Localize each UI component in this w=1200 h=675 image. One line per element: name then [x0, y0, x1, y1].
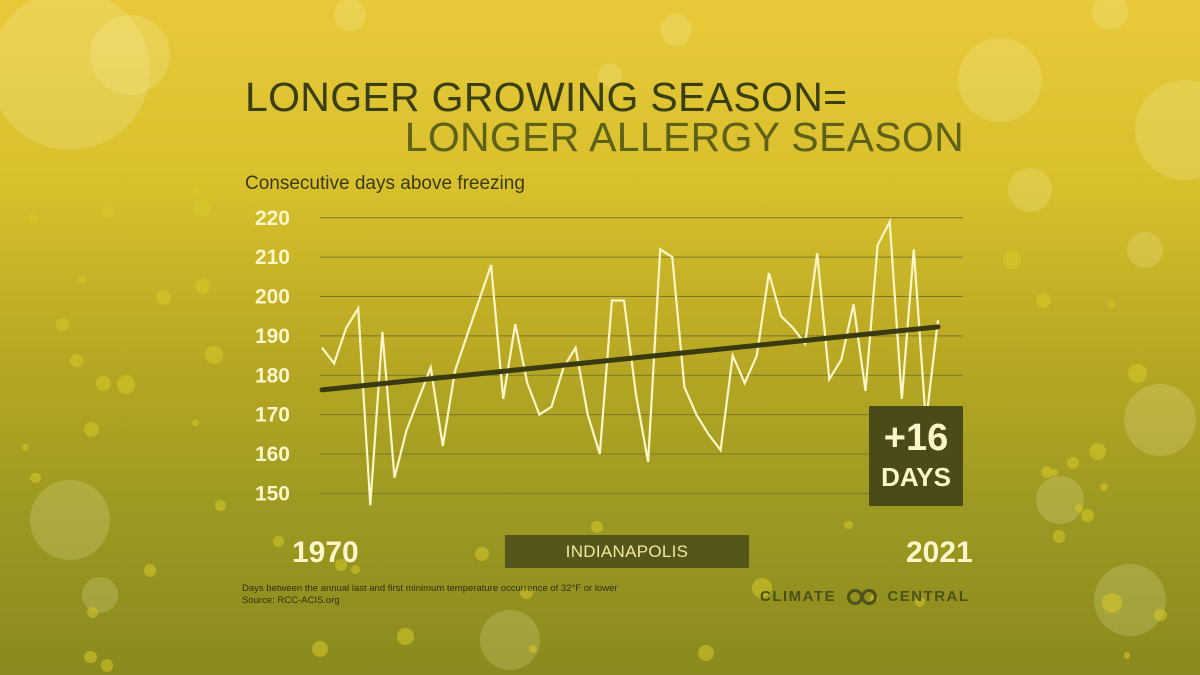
flower-dot: [192, 419, 200, 427]
x-axis-start-label: 1970: [292, 536, 359, 569]
bokeh-light: [1036, 476, 1084, 524]
flower-dot: [529, 644, 537, 653]
title-line-1: LONGER GROWING SEASON=: [245, 74, 848, 120]
chart-subtitle: Consecutive days above freezing: [245, 173, 525, 194]
flower-dot: [78, 275, 86, 284]
flower-dot: [102, 206, 115, 220]
logo-text-right: CENTRAL: [887, 588, 970, 605]
bokeh-light: [958, 38, 1042, 122]
flower-dot: [27, 213, 39, 225]
logo-icon: [846, 589, 877, 606]
flower-dot: [1128, 364, 1147, 383]
bokeh-light: [82, 577, 118, 613]
y-tick-label-150: 150: [255, 482, 290, 505]
flower-dot: [96, 376, 111, 391]
flower-dot: [1107, 300, 1116, 309]
series-layer: [321, 217, 940, 506]
flower-dot: [915, 597, 925, 607]
footnote: Days between the annual last and first m…: [242, 583, 618, 607]
bokeh-light: [598, 63, 622, 87]
flower-dot: [87, 607, 99, 619]
flower-dot: [101, 659, 114, 672]
climate-central-logo: CLIMATE CENTRAL: [760, 588, 970, 606]
flower-dot: [1123, 652, 1131, 659]
bokeh-light: [334, 0, 366, 31]
bokeh-light: [1127, 232, 1163, 268]
flower-dot: [752, 578, 773, 599]
flower-dot: [1035, 292, 1052, 308]
flower-dot: [155, 289, 171, 305]
location-label: INDIANAPOLIS: [505, 535, 749, 568]
flower-dot: [1040, 465, 1053, 479]
flower-dot: [21, 444, 29, 452]
flower-dot: [520, 585, 534, 599]
flower-dot: [30, 473, 41, 484]
flower-dot: [143, 564, 157, 578]
y-axis-ticks: 150 160 170 180 190 200 210 220: [255, 207, 290, 506]
trend-line: [319, 324, 941, 393]
trend-layer: [319, 324, 941, 393]
flower-dot: [116, 375, 136, 394]
callout-value: +16: [883, 417, 949, 459]
x-axis-end-label: 2021: [906, 536, 973, 569]
flower-dot: [205, 346, 223, 364]
bokeh-light: [90, 15, 170, 95]
y-tick-label-160: 160: [255, 443, 290, 466]
flower-dot: [55, 317, 69, 331]
y-tick-label-210: 210: [255, 246, 290, 269]
y-tick-label-190: 190: [255, 325, 290, 348]
flower-dot: [193, 199, 212, 217]
bokeh-light: [480, 610, 540, 670]
flower-dot: [474, 547, 490, 562]
flower-dot: [335, 559, 348, 571]
flower-dot: [1051, 469, 1059, 477]
bokeh-light: [1124, 384, 1196, 456]
bokeh-light: [30, 480, 110, 560]
flower-dot: [844, 520, 853, 529]
y-tick-label-170: 170: [255, 404, 290, 427]
flower-dot: [193, 186, 202, 195]
flower-dot: [697, 645, 714, 662]
flower-dot: [84, 421, 100, 437]
flower-dot: [70, 354, 84, 368]
flower-dot: [397, 628, 414, 645]
trend-callout: +16 DAYS: [869, 406, 963, 506]
bokeh-light: [1092, 0, 1128, 30]
bokeh-light: [1008, 168, 1052, 212]
flower-dot: [194, 278, 211, 294]
flower-dot: [1102, 593, 1122, 613]
flower-dot: [84, 650, 97, 663]
flower-dot: [350, 564, 360, 575]
logo-text-left: CLIMATE: [760, 588, 837, 605]
flower-dot: [1089, 443, 1107, 461]
flower-dot: [214, 499, 227, 512]
y-tick-label-180: 180: [255, 364, 290, 387]
footnote-definition: Days between the annual last and first m…: [242, 583, 618, 594]
flower-dot: [1052, 530, 1065, 543]
y-tick-label-220: 220: [255, 207, 290, 230]
footnote-source: Source: RCC-ACIS.org: [242, 595, 340, 606]
bokeh-light: [660, 14, 692, 46]
y-tick-label-200: 200: [255, 286, 290, 309]
flower-dot: [311, 640, 329, 658]
flower-dot: [1003, 251, 1021, 269]
flower-dot: [1074, 503, 1083, 512]
flower-dot: [1100, 483, 1109, 492]
flower-dot: [1067, 456, 1079, 469]
bokeh-light: [0, 0, 150, 150]
flower-dot: [272, 536, 284, 547]
flower-dot: [591, 521, 604, 534]
series-line: [321, 217, 940, 506]
flower-dot: [1154, 609, 1167, 622]
callout-unit: DAYS: [881, 462, 951, 492]
title-line-2: LONGER ALLERGY SEASON: [404, 114, 964, 160]
flower-dot: [1081, 508, 1095, 522]
